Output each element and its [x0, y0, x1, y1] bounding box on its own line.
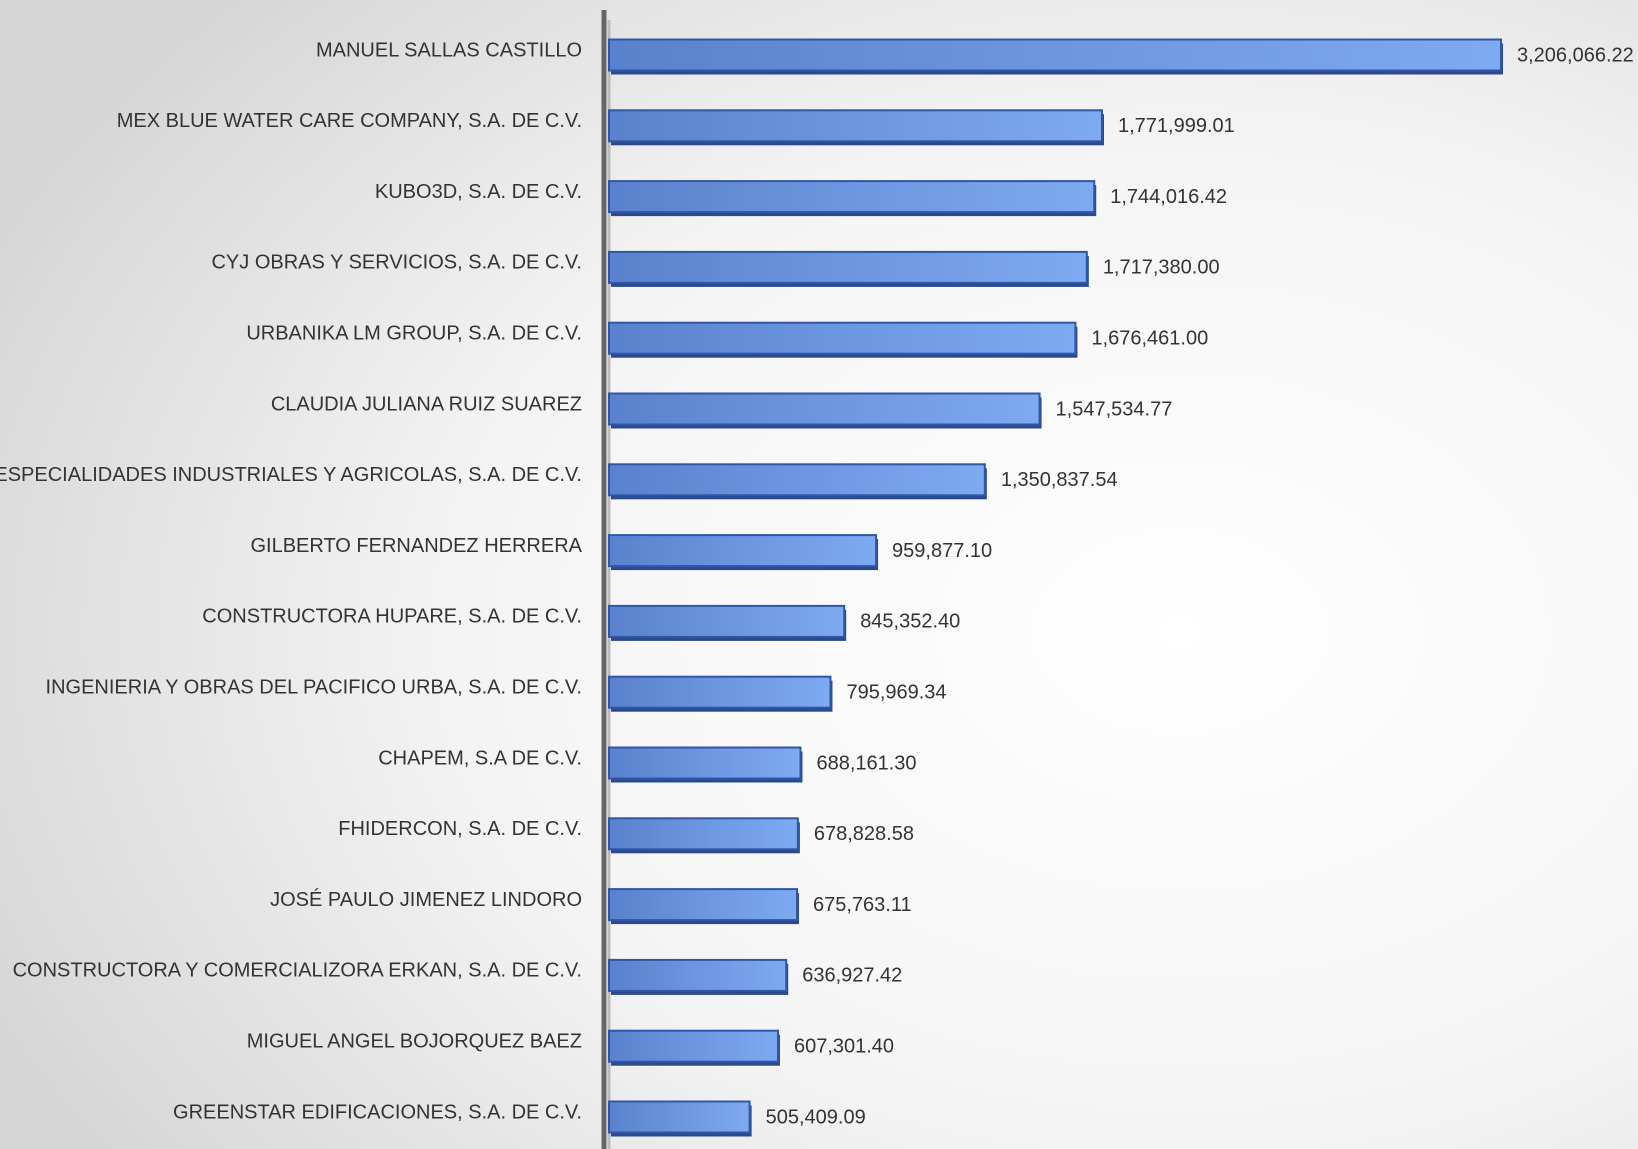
value-label: 959,877.10	[892, 540, 992, 562]
bar	[608, 1029, 779, 1063]
category-label: INGENIERIA Y OBRAS DEL PACIFICO URBA, S.…	[46, 676, 582, 698]
category-label: MEX BLUE WATER CARE COMPANY, S.A. DE C.V…	[117, 110, 582, 132]
category-label: JOSÉ PAULO JIMENEZ LINDORO	[270, 888, 582, 911]
value-label: 845,352.40	[860, 611, 960, 633]
value-label: 607,301.40	[794, 1035, 894, 1057]
value-label: 1,547,534.77	[1056, 398, 1173, 420]
category-label: FHIDERCON, S.A. DE C.V.	[338, 818, 582, 840]
bar	[608, 321, 1077, 355]
category-label: CLAUDIA JULIANA RUIZ SUAREZ	[271, 393, 582, 415]
bar	[608, 817, 799, 851]
category-label: GREENSTAR EDIFICACIONES, S.A. DE C.V.	[173, 1101, 582, 1123]
value-label: 1,350,837.54	[1001, 469, 1118, 491]
value-label: 688,161.30	[816, 752, 916, 774]
bar	[608, 746, 802, 780]
category-label: MANUEL SALLAS CASTILLO	[316, 39, 582, 61]
bar	[608, 534, 878, 568]
bar	[608, 38, 1502, 72]
bar	[608, 392, 1041, 426]
value-label: 678,828.58	[814, 823, 914, 845]
category-label: CONSTRUCTORA Y COMERCIALIZORA ERKAN, S.A…	[13, 960, 582, 982]
value-label: 1,717,380.00	[1103, 257, 1220, 279]
category-label: KUBO3D, S.A. DE C.V.	[375, 181, 582, 203]
category-label: ESPECIALIDADES INDUSTRIALES Y AGRICOLAS,…	[0, 464, 582, 486]
bar	[608, 250, 1088, 284]
bar	[608, 1100, 751, 1134]
value-label: 1,676,461.00	[1091, 327, 1208, 349]
category-label: MIGUEL ANGEL BOJORQUEZ BAEZ	[247, 1030, 582, 1052]
value-label: 3,206,066.22	[1517, 44, 1634, 66]
bar	[608, 888, 799, 922]
category-label: CHAPEM, S.A DE C.V.	[378, 747, 582, 769]
bar	[608, 463, 986, 497]
category-label: URBANIKA LM GROUP, S.A. DE C.V.	[246, 322, 582, 344]
category-label: CYJ OBRAS Y SERVICIOS, S.A. DE C.V.	[211, 252, 582, 274]
bar	[608, 958, 788, 992]
category-label: GILBERTO FERNANDEZ HERRERA	[250, 535, 582, 557]
bar	[608, 109, 1104, 143]
value-label: 675,763.11	[813, 894, 912, 916]
category-label: CONSTRUCTORA HUPARE, S.A. DE C.V.	[202, 606, 582, 628]
value-label: 1,771,999.01	[1118, 115, 1235, 137]
bar	[608, 180, 1096, 214]
value-label: 505,409.09	[766, 1106, 866, 1128]
value-label: 1,744,016.42	[1110, 186, 1227, 208]
bar	[608, 604, 846, 638]
value-label: 795,969.34	[846, 681, 946, 703]
value-label: 636,927.42	[802, 965, 902, 987]
bar	[608, 675, 832, 709]
